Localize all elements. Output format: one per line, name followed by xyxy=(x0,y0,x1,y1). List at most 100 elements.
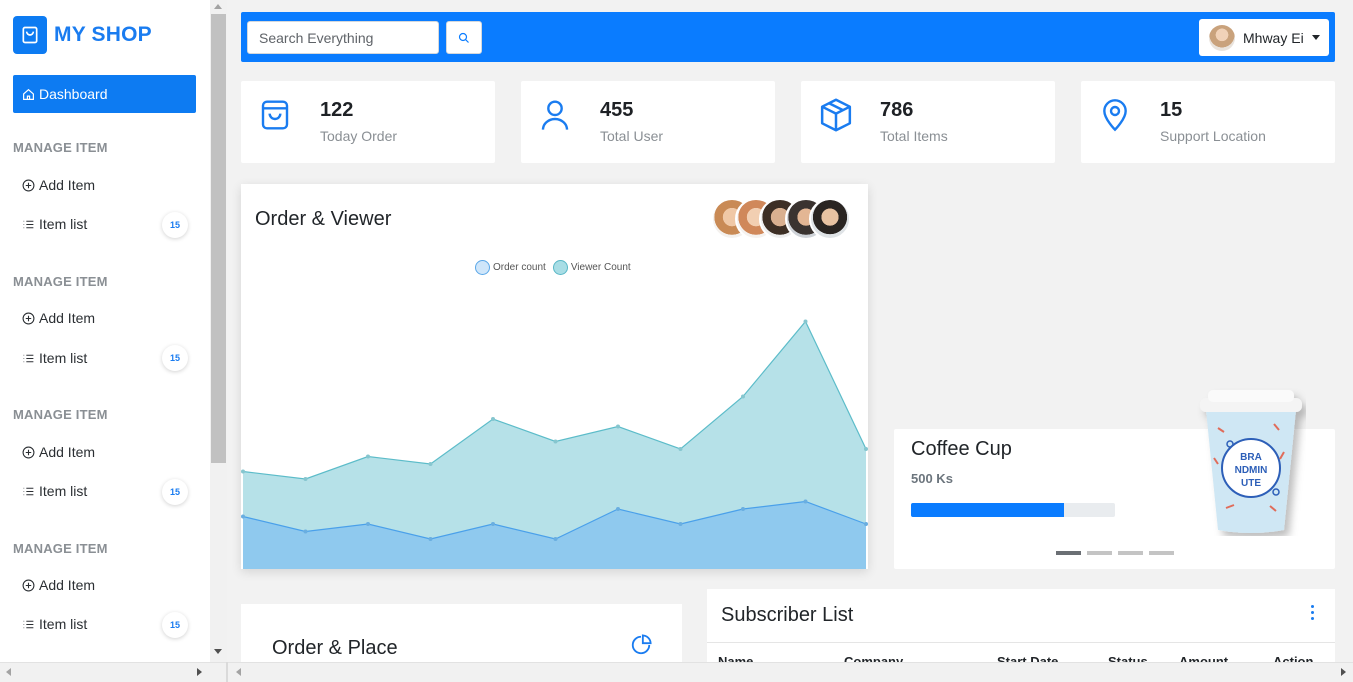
section-title: MANAGE ITEM xyxy=(13,541,108,556)
horizontal-scrollbar[interactable] xyxy=(0,662,1353,682)
scroll-right-arrow-icon[interactable] xyxy=(197,668,202,676)
search-input[interactable] xyxy=(247,21,439,54)
sidebar-item-dashboard[interactable]: Dashboard xyxy=(13,75,196,113)
carousel-dot[interactable] xyxy=(1149,551,1174,555)
box-icon xyxy=(819,97,853,138)
series-area-0 xyxy=(243,501,866,569)
data-point[interactable] xyxy=(366,454,370,459)
sidebar: MY SHOP Dashboard MANAGE ITEM Add Item I… xyxy=(0,0,210,662)
plus-circle-icon xyxy=(22,179,35,191)
carousel-dot[interactable] xyxy=(1056,551,1081,555)
sidebar-item-add-item[interactable]: Add Item xyxy=(22,310,95,326)
order-viewer-card: Order & Viewer Order count Viewer Count xyxy=(241,184,868,569)
data-point[interactable] xyxy=(428,462,433,466)
more-options-icon[interactable] xyxy=(1307,605,1317,623)
data-point[interactable] xyxy=(803,319,808,324)
product-price: 500 Ks xyxy=(911,471,953,486)
progress-fill xyxy=(911,503,1064,517)
count-badge: 15 xyxy=(162,212,188,238)
data-point[interactable] xyxy=(864,447,868,451)
data-point[interactable] xyxy=(366,522,370,526)
stat-card-today-order: 122 Today Order xyxy=(241,81,495,163)
avatar[interactable] xyxy=(809,198,851,240)
section-title: MANAGE ITEM xyxy=(13,140,108,155)
scroll-left-arrow-icon[interactable] xyxy=(236,668,241,676)
pie-chart-icon[interactable] xyxy=(630,634,652,661)
data-point[interactable] xyxy=(803,499,808,504)
plus-circle-icon xyxy=(22,312,35,324)
data-point[interactable] xyxy=(491,417,495,421)
sidebar-item-label: Add Item xyxy=(39,177,96,193)
list-icon xyxy=(23,354,34,362)
stat-label: Total User xyxy=(600,128,664,144)
carousel-indicators xyxy=(1056,551,1180,555)
scroll-down-arrow-icon[interactable] xyxy=(214,649,222,654)
plus-circle-icon xyxy=(22,446,35,458)
data-point[interactable] xyxy=(303,477,308,481)
scroll-right-arrow-icon[interactable] xyxy=(1341,668,1346,676)
divider xyxy=(707,642,1335,643)
legend-label: Order count xyxy=(493,262,546,273)
data-point[interactable] xyxy=(491,522,495,526)
data-point[interactable] xyxy=(616,507,620,511)
sidebar-item-add-item[interactable]: Add Item xyxy=(22,444,95,460)
stat-value: 786 xyxy=(880,99,914,121)
count-badge: 15 xyxy=(162,479,188,505)
scroll-left-arrow-icon[interactable] xyxy=(6,668,11,676)
data-point[interactable] xyxy=(428,537,433,541)
stat-value: 15 xyxy=(1160,99,1183,121)
stat-card-total-items: 786 Total Items xyxy=(801,81,1055,163)
sidebar-item-label: Item list xyxy=(39,483,88,499)
sidebar-item-label: Dashboard xyxy=(39,86,108,102)
list-icon xyxy=(23,220,34,228)
scrollbar-divider xyxy=(226,662,228,682)
brand-name: MY SHOP xyxy=(54,23,152,46)
data-point[interactable] xyxy=(678,447,683,451)
sidebar-item-add-item[interactable]: Add Item xyxy=(22,577,95,593)
stat-label: Today Order xyxy=(320,128,398,144)
data-point[interactable] xyxy=(241,469,245,474)
section-title: MANAGE ITEM xyxy=(13,274,108,289)
sidebar-item-label: Add Item xyxy=(39,577,96,593)
brand-logo[interactable]: MY SHOP xyxy=(13,16,152,54)
data-point[interactable] xyxy=(741,394,745,399)
list-icon xyxy=(23,487,34,495)
order-viewer-chart xyxy=(241,319,868,569)
carousel-dot[interactable] xyxy=(1118,551,1143,555)
series-area-1 xyxy=(243,321,866,569)
search-button[interactable] xyxy=(446,21,482,54)
legend-swatch xyxy=(475,260,490,275)
home-icon xyxy=(23,88,34,100)
cup-text: NDMIN xyxy=(1235,465,1268,476)
sidebar-item-label: Item list xyxy=(39,350,88,366)
sidebar-item-item-list[interactable]: Item list xyxy=(22,350,87,366)
list-icon xyxy=(23,620,34,628)
sidebar-item-item-list[interactable]: Item list xyxy=(22,216,87,232)
sidebar-item-item-list[interactable]: Item list xyxy=(22,483,87,499)
data-point[interactable] xyxy=(741,507,745,511)
data-point[interactable] xyxy=(303,529,308,534)
carousel-dot[interactable] xyxy=(1087,551,1112,555)
scroll-up-arrow-icon[interactable] xyxy=(214,4,222,9)
data-point[interactable] xyxy=(864,522,868,526)
count-badge: 15 xyxy=(162,345,188,371)
caret-down-icon xyxy=(1311,35,1320,40)
sidebar-scrollbar-thumb[interactable] xyxy=(211,14,226,463)
stat-card-support-location: 15 Support Location xyxy=(1081,81,1335,163)
sidebar-item-add-item[interactable]: Add Item xyxy=(22,177,95,193)
legend-label: Viewer Count xyxy=(570,262,631,273)
coffee-cup-image: BRA NDMIN UTE xyxy=(1200,390,1302,533)
data-point[interactable] xyxy=(616,424,620,429)
user-menu-button[interactable]: Mhway Ei xyxy=(1199,19,1329,56)
top-bar: Mhway Ei xyxy=(241,12,1335,62)
card-title: Order & Place xyxy=(272,637,398,659)
sidebar-item-item-list[interactable]: Item list xyxy=(22,616,87,632)
user-name: Mhway Ei xyxy=(1243,29,1304,46)
data-point[interactable] xyxy=(553,537,558,541)
data-point[interactable] xyxy=(553,439,558,444)
data-point[interactable] xyxy=(678,522,683,526)
cup-text: UTE xyxy=(1241,478,1261,489)
product-progress-bar xyxy=(911,503,1115,517)
avatar xyxy=(1209,24,1235,51)
data-point[interactable] xyxy=(241,514,245,519)
